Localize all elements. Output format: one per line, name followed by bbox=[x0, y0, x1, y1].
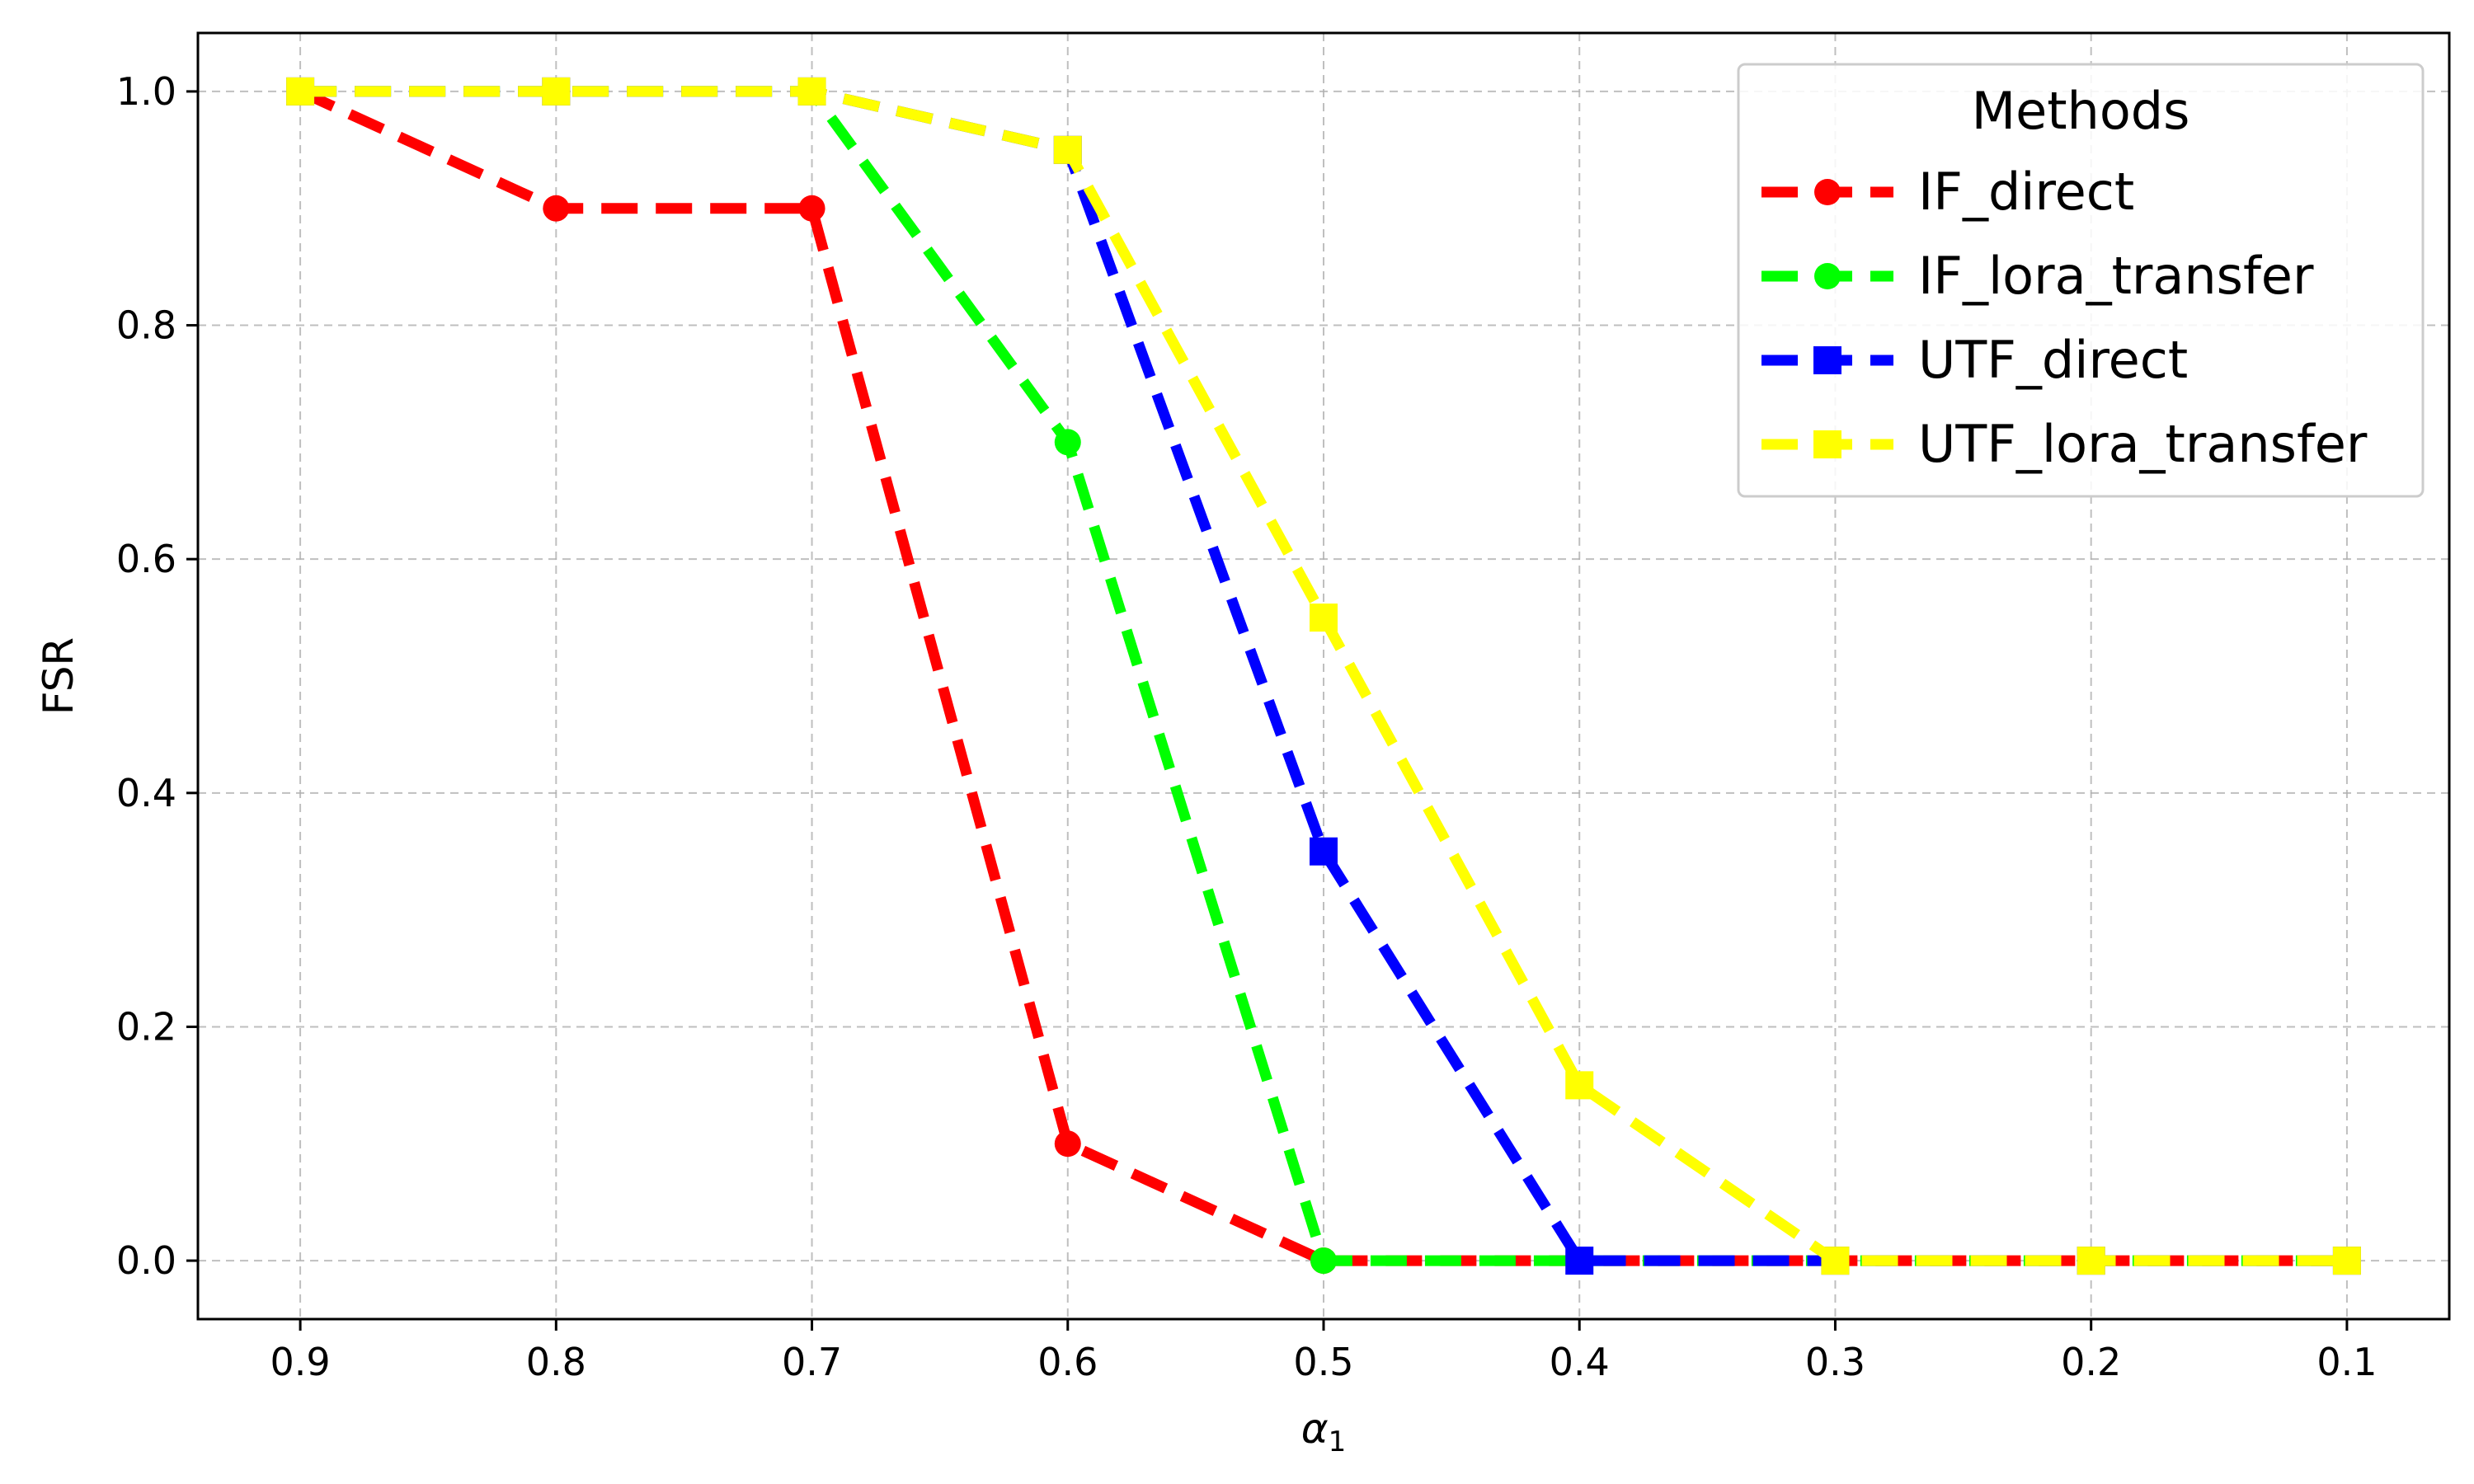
x-tick-label: 0.2 bbox=[2061, 1340, 2121, 1384]
x-tick-label: 0.8 bbox=[526, 1340, 586, 1384]
data-point-UTF_lora_transfer bbox=[286, 77, 315, 106]
data-point-IF_direct bbox=[1054, 1130, 1081, 1158]
legend-item-IF_lora_transfer: IF_lora_transfer bbox=[1761, 246, 2314, 306]
legend-marker bbox=[1814, 263, 1841, 289]
axis-ticks: 0.9 0.8 0.7 0.6 0.5 0.4 0.3 0.2 0.1 0.0 0.2 0.4 0.6 0… bbox=[116, 69, 2378, 1384]
y-tick-label: 1.0 bbox=[116, 69, 176, 114]
legend-label: IF_direct bbox=[1918, 162, 2134, 222]
x-tick-label: 0.9 bbox=[270, 1340, 331, 1384]
x-axis-label-symbol: α bbox=[1301, 1405, 1329, 1453]
data-point-UTF_lora_transfer bbox=[797, 77, 826, 106]
legend-item-UTF_lora_transfer: UTF_lora_transfer bbox=[1761, 414, 2368, 474]
x-axis-label-subscript: 1 bbox=[1329, 1425, 1347, 1458]
data-point-UTF_lora_transfer bbox=[1053, 135, 1082, 164]
series-lines bbox=[286, 77, 2361, 1275]
legend-marker bbox=[1814, 179, 1841, 205]
legend-box bbox=[1737, 63, 2425, 498]
y-tick-label: 0.2 bbox=[116, 1004, 176, 1049]
legend-item-IF_direct: IF_direct bbox=[1761, 162, 2134, 222]
data-point-IF_direct bbox=[543, 195, 570, 222]
data-point-UTF_lora_transfer bbox=[2077, 1247, 2105, 1275]
x-tick-label: 0.6 bbox=[1037, 1340, 1098, 1384]
data-point-IF_direct bbox=[798, 195, 825, 222]
legend-marker bbox=[1813, 430, 1841, 458]
legend-label: UTF_lora_transfer bbox=[1918, 414, 2368, 474]
legend-title: Methods bbox=[1972, 81, 2190, 141]
data-point-UTF_lora_transfer bbox=[1565, 1071, 1594, 1100]
y-tick-label: 0.8 bbox=[116, 303, 176, 348]
x-tick-label: 0.7 bbox=[782, 1340, 842, 1384]
legend: Methods IF_direct IF_lora_transfer UTF_dire… bbox=[1737, 63, 2425, 498]
legend-label: IF_lora_transfer bbox=[1918, 246, 2314, 306]
data-point-UTF_direct bbox=[1310, 837, 1338, 866]
data-point-UTF_lora_transfer bbox=[542, 77, 571, 106]
y-axis-label: FSR bbox=[35, 637, 82, 715]
legend-marker bbox=[1813, 346, 1841, 374]
y-tick-label: 0.4 bbox=[116, 771, 176, 815]
series-UTF_lora_transfer bbox=[286, 77, 2361, 1275]
x-tick-label: 0.5 bbox=[1293, 1340, 1353, 1384]
data-point-IF_lora_transfer bbox=[1054, 429, 1081, 456]
x-axis-label: α1 bbox=[1301, 1405, 1347, 1458]
x-tick-label: 0.1 bbox=[2316, 1340, 2377, 1384]
y-tick-label: 0.0 bbox=[116, 1238, 176, 1283]
y-tick-label: 0.6 bbox=[116, 537, 176, 581]
data-point-UTF_direct bbox=[1565, 1247, 1594, 1275]
data-point-UTF_lora_transfer bbox=[1310, 603, 1338, 632]
x-tick-label: 0.3 bbox=[1805, 1340, 1865, 1384]
legend-item-UTF_direct: UTF_direct bbox=[1761, 330, 2188, 390]
data-point-UTF_lora_transfer bbox=[2332, 1247, 2361, 1275]
data-point-UTF_lora_transfer bbox=[1821, 1247, 1850, 1275]
legend-label: UTF_direct bbox=[1918, 330, 2188, 390]
data-point-IF_lora_transfer bbox=[1310, 1247, 1337, 1275]
x-tick-label: 0.4 bbox=[1550, 1340, 1610, 1384]
